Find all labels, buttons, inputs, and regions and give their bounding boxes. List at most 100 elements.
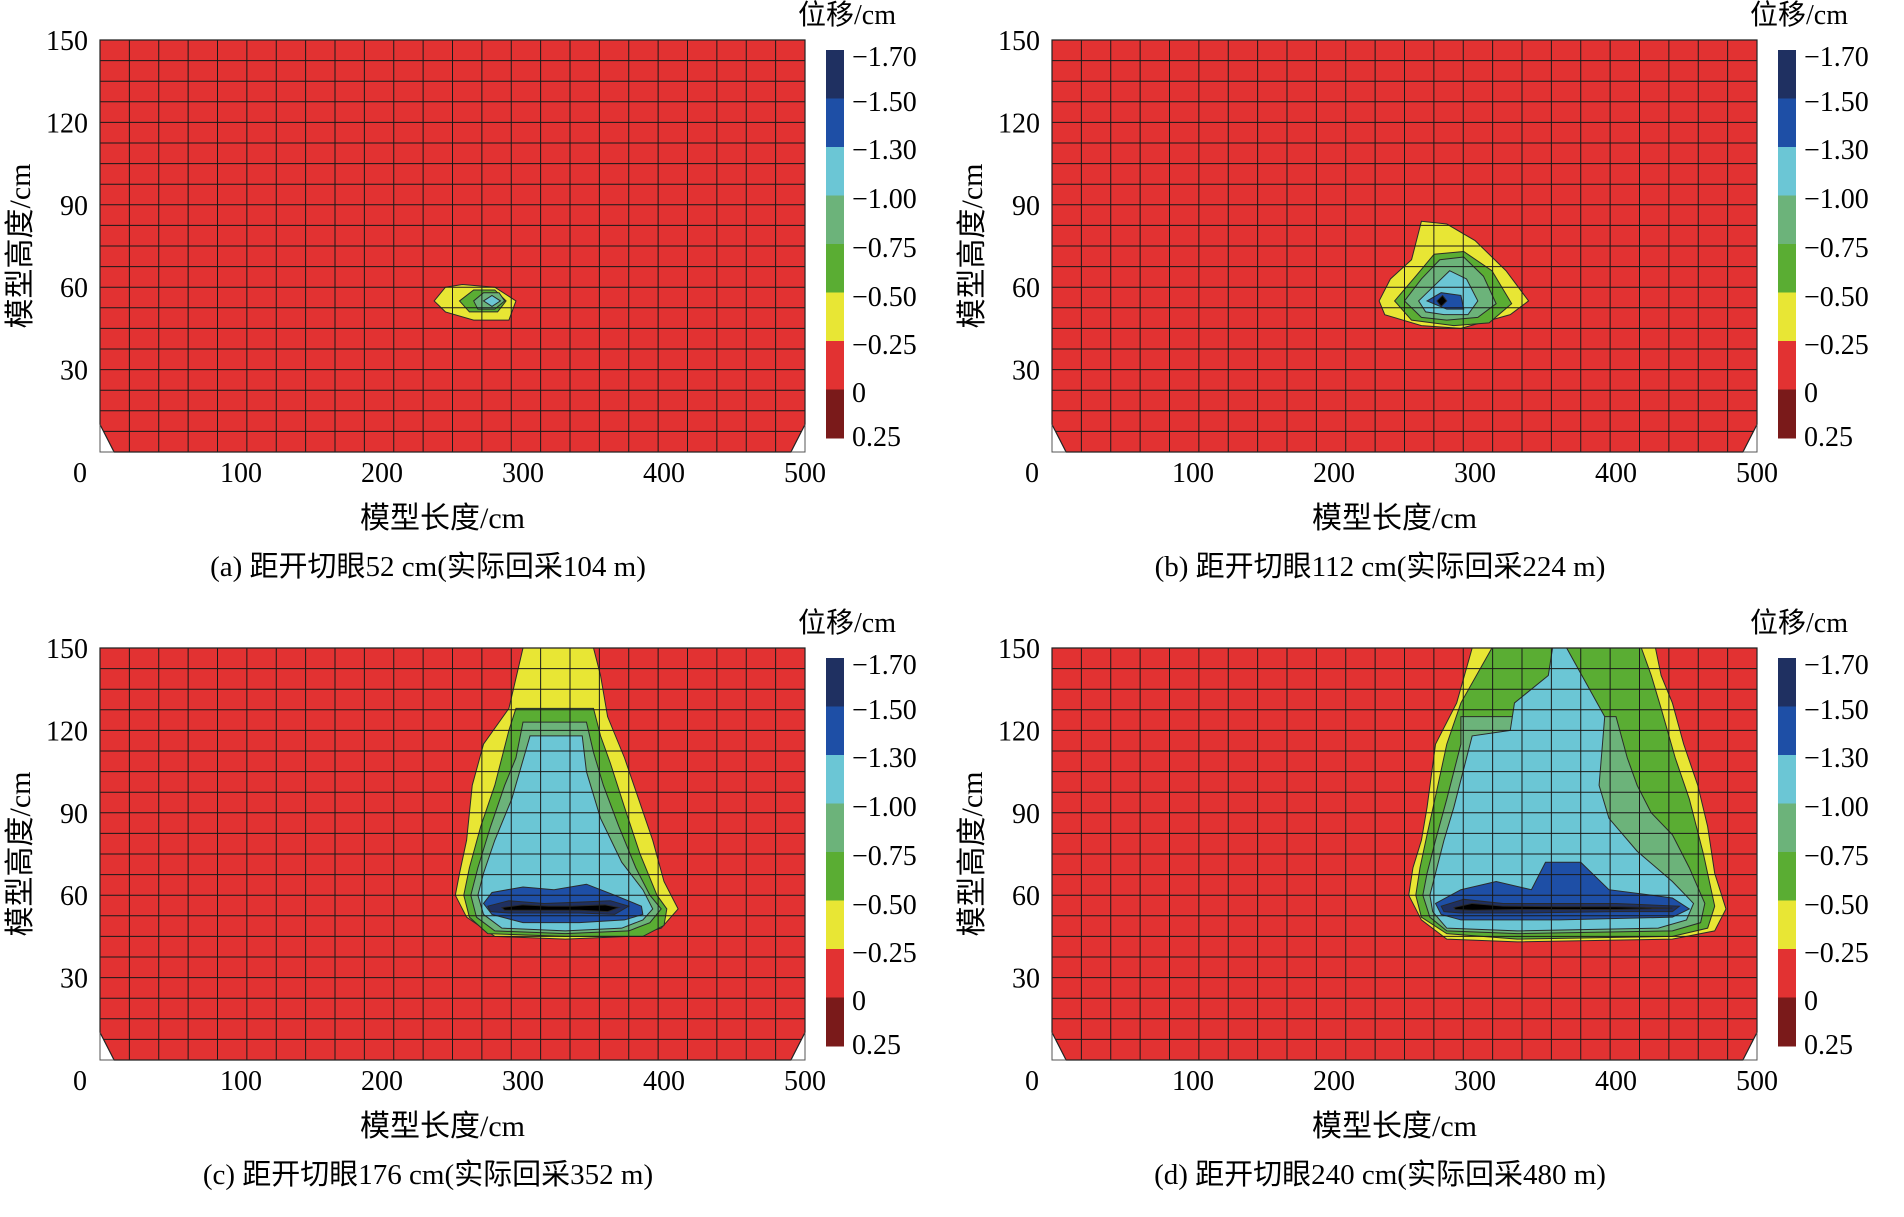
y-tick-label: 60 xyxy=(1012,273,1040,304)
legend-swatch xyxy=(1778,50,1796,99)
y-tick-label: 120 xyxy=(46,108,88,139)
legend-label: −1.50 xyxy=(1804,87,1869,118)
legend-label: 0.25 xyxy=(852,422,901,453)
legend-label: −1.00 xyxy=(852,184,917,215)
mesh-grid xyxy=(1052,40,1757,452)
legend-swatch xyxy=(1778,341,1796,390)
legend-swatch xyxy=(826,292,844,342)
legend-label: 0 xyxy=(1804,378,1818,409)
panel-caption: (d) 距开切眼240 cm(实际回采480 m) xyxy=(1154,1158,1606,1191)
y-axis-label: 模型高度/cm xyxy=(956,164,989,329)
x-tick-label: 400 xyxy=(643,458,685,489)
y-tick-label: 120 xyxy=(998,108,1040,139)
legend-label: −0.50 xyxy=(1804,890,1869,921)
legend-label: −1.50 xyxy=(852,695,917,726)
x-tick-label: 300 xyxy=(502,1066,544,1097)
color-legend: 位移/cm −1.70 −1.50 −1.30 −1.00 −0.75 −0.50 −0.25… xyxy=(1750,0,1869,453)
y-tick-label: 90 xyxy=(60,799,88,830)
panel-caption: (a) 距开切眼52 cm(实际回采104 m) xyxy=(210,550,646,583)
y-tick-label: 60 xyxy=(1012,881,1040,912)
legend-swatch xyxy=(826,244,844,293)
legend-label: −0.75 xyxy=(852,233,917,264)
x-tick-label: 200 xyxy=(361,458,403,489)
chart-panel-b: 0 100 200 300 400 500 30 60 90 120 150 模型长度/cm 模型高度/… xyxy=(952,0,1904,608)
legend-swatch xyxy=(826,195,844,245)
legend-label: −0.50 xyxy=(852,890,917,921)
legend-swatch xyxy=(1778,292,1796,342)
y-tick-label: 150 xyxy=(998,26,1040,57)
legend-swatch xyxy=(1778,658,1796,707)
legend-swatch xyxy=(1778,949,1796,998)
legend-title: 位移/cm xyxy=(1750,608,1848,639)
y-tick-label: 30 xyxy=(1012,964,1040,995)
mesh-grid xyxy=(100,648,805,1060)
contour-field xyxy=(100,648,805,1060)
legend-label: −1.70 xyxy=(852,42,917,73)
y-tick-label: 60 xyxy=(60,273,88,304)
x-tick-label: 500 xyxy=(1736,1066,1778,1097)
legend-label: −0.25 xyxy=(852,330,917,361)
legend-label: −0.25 xyxy=(1804,330,1869,361)
contour-zone-5 xyxy=(1436,294,1448,308)
legend-swatch xyxy=(826,900,844,950)
contour-field xyxy=(1052,40,1757,452)
y-tick-label: 150 xyxy=(998,634,1040,665)
legend-label: −0.75 xyxy=(1804,233,1869,264)
legend-label: −1.00 xyxy=(852,792,917,823)
legend-swatch xyxy=(826,98,844,148)
x-tick-label: 200 xyxy=(1313,458,1355,489)
legend-label: −1.70 xyxy=(1804,42,1869,73)
contour-field xyxy=(1052,648,1757,1060)
legend-label: −0.50 xyxy=(1804,282,1869,313)
y-tick-label: 30 xyxy=(60,964,88,995)
legend-title: 位移/cm xyxy=(798,608,896,639)
legend-swatch xyxy=(1778,244,1796,293)
legend-swatch xyxy=(1778,803,1796,853)
legend-label: −1.00 xyxy=(1804,792,1869,823)
legend-title: 位移/cm xyxy=(1750,0,1848,31)
y-axis-label: 模型高度/cm xyxy=(4,772,37,937)
legend-swatch xyxy=(1778,98,1796,148)
contour-chart-c: 0 100 200 300 400 500 30 60 90 120 150 模型长度/cm 模型高度/… xyxy=(4,608,917,1191)
legend-label: −0.25 xyxy=(1804,938,1869,969)
legend-swatch xyxy=(826,50,844,99)
legend-label: 0.25 xyxy=(852,1030,901,1061)
mesh-grid xyxy=(100,40,805,452)
contour-chart-a: 0 100 200 300 400 500 30 60 90 120 150 模型长度/cm 模型高度/… xyxy=(4,0,917,583)
legend-swatch xyxy=(826,706,844,756)
chart-panel-c: 0 100 200 300 400 500 30 60 90 120 150 模型长度/cm 模型高度/… xyxy=(0,608,952,1216)
x-tick-label: 100 xyxy=(1172,1066,1214,1097)
x-tick-label: 400 xyxy=(1595,458,1637,489)
legend-label: 0.25 xyxy=(1804,422,1853,453)
color-legend: 位移/cm −1.70 −1.50 −1.30 −1.00 −0.75 −0.50 −0.25… xyxy=(798,0,917,453)
contour-field xyxy=(100,40,805,452)
legend-swatch xyxy=(1778,706,1796,756)
y-tick-label: 30 xyxy=(1012,356,1040,387)
panel-caption: (b) 距开切眼112 cm(实际回采224 m) xyxy=(1155,550,1606,583)
contour-zone-3 xyxy=(482,294,502,308)
chart-panel-d: 0 100 200 300 400 500 30 60 90 120 150 模型长度/cm 模型高度/… xyxy=(952,608,1904,1216)
legend-swatch xyxy=(826,852,844,901)
legend-swatch xyxy=(826,147,844,196)
legend-label: −0.25 xyxy=(852,938,917,969)
y-tick-label: 120 xyxy=(998,716,1040,747)
chart-panel-a: 0 100 200 300 400 500 30 60 90 120 150 模型长度/cm 模型高度/… xyxy=(0,0,952,608)
legend-swatch xyxy=(826,803,844,853)
x-axis-label: 模型长度/cm xyxy=(1312,1110,1477,1143)
panel-caption: (c) 距开切眼176 cm(实际回采352 m) xyxy=(203,1158,653,1191)
x-tick-label: 100 xyxy=(1172,458,1214,489)
legend-swatch xyxy=(826,341,844,390)
color-legend: 位移/cm −1.70 −1.50 −1.30 −1.00 −0.75 −0.50 −0.25… xyxy=(1750,608,1869,1061)
legend-label: −0.50 xyxy=(852,282,917,313)
legend-label: −1.00 xyxy=(1804,184,1869,215)
legend-label: −1.70 xyxy=(852,650,917,681)
legend-label: −0.75 xyxy=(1804,841,1869,872)
y-tick-label: 60 xyxy=(60,881,88,912)
x-tick-label: 200 xyxy=(361,1066,403,1097)
legend-label: −1.30 xyxy=(852,135,917,166)
legend-label: −1.70 xyxy=(1804,650,1869,681)
legend-label: −1.30 xyxy=(1804,135,1869,166)
x-tick-label: 100 xyxy=(220,1066,262,1097)
legend-swatch xyxy=(826,389,844,439)
mesh-grid xyxy=(1052,648,1757,1060)
